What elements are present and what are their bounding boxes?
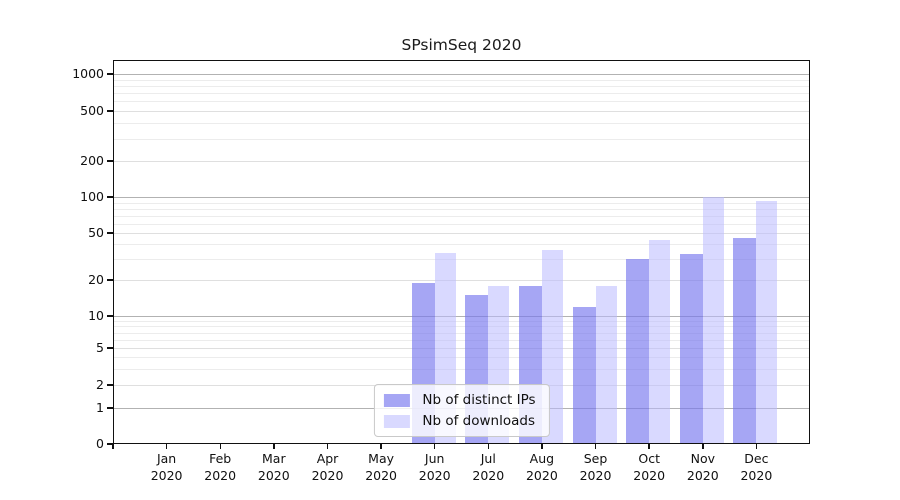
- y-tick-label: 500: [80, 103, 104, 118]
- gridline: [113, 357, 810, 358]
- x-tick-label-sep: Sep 2020: [579, 451, 612, 483]
- y-tick-label: 5: [96, 340, 104, 355]
- y-tick: [107, 73, 113, 75]
- legend-entry-downloads: Nb of downloads: [383, 413, 535, 429]
- x-tick: [433, 444, 436, 449]
- y-tick-label: 1000: [72, 66, 104, 81]
- y-tick: [107, 110, 113, 112]
- bar-downloads-dec: [756, 200, 778, 444]
- x-tick: [541, 444, 543, 449]
- gridline: [113, 332, 810, 334]
- legend-swatch-downloads: [383, 414, 410, 428]
- legend: Nb of distinct IPs Nb of downloads: [373, 384, 550, 437]
- x-tick: [702, 444, 704, 449]
- x-tick-label-nov: Nov 2020: [686, 451, 719, 483]
- gridline: [113, 368, 810, 370]
- gridline: [113, 259, 810, 261]
- y-tick: [107, 347, 113, 349]
- x-tick: [380, 444, 382, 449]
- y-tick-label: 20: [88, 272, 104, 287]
- y-tick: [107, 443, 113, 445]
- gridline: [113, 197, 810, 198]
- x-tick-label-jan: Jan 2020: [150, 451, 183, 483]
- gridline: [113, 161, 810, 162]
- plot-area: Nb of distinct IPs Nb of downloads: [113, 60, 810, 444]
- x-tick-label-feb: Feb 2020: [204, 451, 237, 483]
- gridline: [113, 280, 810, 281]
- gridline: [113, 74, 810, 75]
- y-tick-label: 100: [80, 189, 104, 204]
- y-tick: [107, 196, 113, 198]
- x-tick-label-mar: Mar 2020: [257, 451, 290, 483]
- y-tick-label: 0: [96, 436, 104, 451]
- legend-swatch-distinct-ips: [383, 393, 410, 407]
- y-tick: [107, 384, 113, 386]
- gridline: [113, 93, 810, 94]
- x-tick: [219, 444, 221, 449]
- x-tick: [112, 444, 114, 449]
- gridline: [113, 111, 810, 112]
- gridline: [113, 208, 810, 210]
- y-tick: [107, 160, 113, 162]
- x-tick-label-aug: Aug 2020: [525, 451, 558, 483]
- x-tick: [326, 444, 329, 449]
- y-tick: [107, 407, 113, 409]
- x-tick-label-jul: Jul 2020: [472, 451, 505, 483]
- x-tick-label-dec: Dec 2020: [740, 451, 773, 483]
- legend-entry-distinct-ips: Nb of distinct IPs: [383, 392, 536, 408]
- gridline: [113, 233, 810, 234]
- gridline: [113, 316, 810, 317]
- x-tick: [755, 444, 758, 449]
- gridline: [113, 326, 810, 328]
- gridline: [113, 215, 810, 217]
- legend-label-downloads: Nb of downloads: [422, 413, 535, 429]
- x-tick: [487, 444, 490, 449]
- x-tick: [165, 444, 168, 449]
- bar-distinct-ips-oct: [626, 259, 650, 444]
- gridline: [113, 223, 810, 225]
- gridline: [113, 202, 810, 204]
- y-tick: [107, 279, 113, 281]
- x-tick-label-apr: Apr 2020: [311, 451, 344, 483]
- gridline: [113, 339, 810, 341]
- gridline: [113, 348, 810, 349]
- y-tick: [107, 315, 113, 317]
- x-tick-label-jun: Jun 2020: [418, 451, 451, 483]
- x-tick-label-oct: Oct 2020: [633, 451, 666, 483]
- chart-title: SPsimSeq 2020: [401, 36, 522, 54]
- x-tick: [273, 444, 275, 449]
- y-tick-label: 10: [88, 308, 104, 323]
- bar-distinct-ips-sep: [572, 306, 596, 444]
- bar-distinct-ips-nov: [679, 254, 703, 444]
- bar-downloads-oct: [649, 239, 671, 444]
- gridline: [113, 138, 810, 140]
- y-tick: [107, 232, 113, 234]
- x-tick-label-may: May 2020: [365, 451, 397, 483]
- gridline: [113, 79, 810, 81]
- legend-label-distinct-ips: Nb of distinct IPs: [422, 392, 536, 408]
- gridline: [113, 85, 810, 87]
- gridline: [113, 123, 810, 125]
- y-tick-label: 50: [88, 225, 104, 240]
- gridline: [113, 320, 810, 322]
- gridline: [113, 101, 810, 103]
- y-tick-label: 1: [96, 400, 104, 415]
- x-tick: [648, 444, 650, 449]
- bar-downloads-sep: [595, 285, 617, 444]
- gridline: [113, 244, 810, 246]
- bar-distinct-ips-dec: [733, 238, 757, 444]
- y-tick-label: 2: [96, 377, 104, 392]
- bar-downloads-nov: [702, 196, 724, 444]
- y-tick-label: 200: [80, 153, 104, 168]
- x-tick: [594, 444, 597, 449]
